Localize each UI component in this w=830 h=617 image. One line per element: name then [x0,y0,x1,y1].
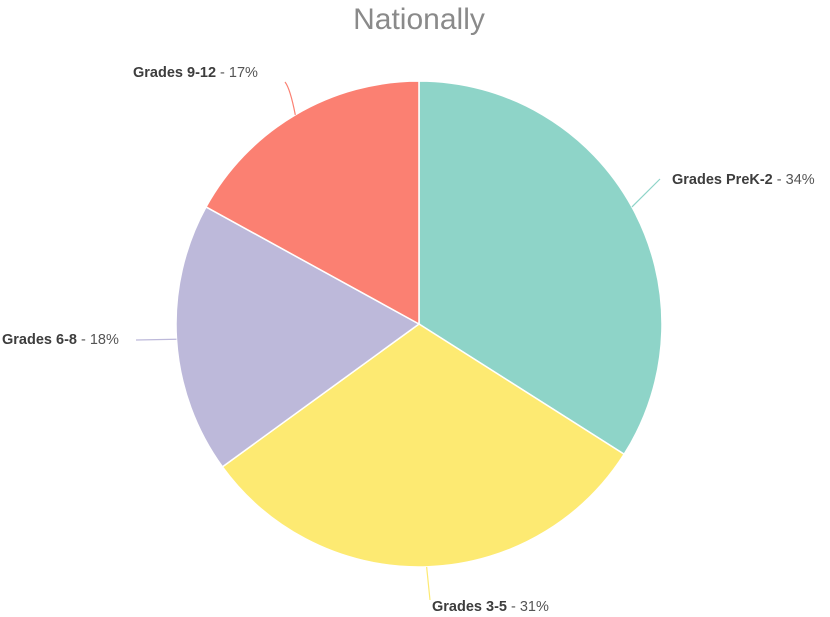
leader-line-grades-3-5 [426,566,431,601]
data-label-value: - 34% [773,172,815,188]
leader-line-grades-6-8 [135,338,177,341]
data-label-grades-9-12: Grades 9-12 - 17% [133,65,258,81]
data-label-grades-3-5: Grades 3-5 - 31% [432,599,549,615]
leader-line-grades-9-12 [284,81,296,115]
data-label-value: - 18% [77,332,119,348]
chart-title: Nationally [353,3,485,36]
data-label-name: Grades 3-5 [432,599,507,615]
data-label-name: Grades PreK-2 [672,172,773,188]
data-label-grades-6-8: Grades 6-8 - 18% [2,332,119,348]
data-label-value: - 17% [216,65,258,81]
pie-slices [175,80,663,568]
data-label-grades-prek-2: Grades PreK-2 - 34% [672,172,815,188]
data-label-name: Grades 9-12 [133,65,216,81]
pie-slice-grades-3-5[interactable] [221,323,626,568]
leader-line-grades-prek-2 [631,178,661,208]
data-label-name: Grades 6-8 [2,332,77,348]
leader-lines [135,81,661,601]
data-label-value: - 31% [507,599,549,615]
data-labels: Grades PreK-2 - 34%Grades 3-5 - 31%Grade… [2,65,815,615]
